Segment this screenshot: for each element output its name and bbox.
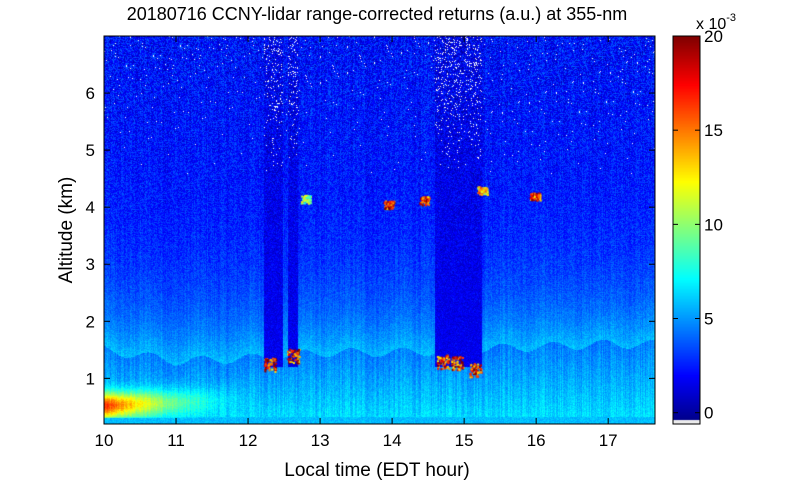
chart-title: 20180716 CCNY-lidar range-corrected retu… [127,4,628,24]
colorbar-frame [672,35,701,425]
y-axis-label: Altitude (km) [56,177,77,284]
x-tick-label: 10 [95,431,114,450]
x-axis: 10 11 12 13 14 15 16 17 [95,36,618,450]
y-tick-label: 1 [86,369,95,388]
colorbar: 0 5 10 15 20 x 10-3 [672,12,736,425]
y-tick-label: 5 [86,141,95,160]
y-tick-label: 6 [86,84,95,103]
colorbar-tick-label: 15 [704,121,723,140]
colorbar-tick-label: 20 [704,27,723,46]
y-tick-label: 3 [86,255,95,274]
colorbar-ticks: 0 5 10 15 20 [673,27,723,423]
y-tick-label: 4 [86,198,95,217]
x-tick-label: 11 [167,431,185,450]
colorbar-exponent: -3 [726,12,736,24]
plot-frame [103,35,656,425]
x-axis-label: Local time (EDT hour) [284,460,470,481]
plot-area [103,35,656,425]
x-tick-label: 14 [383,431,402,450]
y-tick-label: 2 [86,312,95,331]
x-tick-label: 13 [311,431,330,450]
x-tick-label: 15 [455,431,474,450]
colorbar-tick-label: 0 [704,404,713,423]
x-tick-label: 12 [239,431,258,450]
y-axis: 1 2 3 4 5 6 [86,84,655,388]
colorbar-gradient [673,36,700,424]
colorbar-multiplier: x 10-3 [696,12,736,33]
colorbar-tick-label: 5 [704,310,713,329]
heatmap-image [104,36,655,424]
x-tick-label: 17 [599,431,618,450]
colorbar-tick-label: 10 [704,215,723,234]
x-tick-label: 16 [527,431,546,450]
